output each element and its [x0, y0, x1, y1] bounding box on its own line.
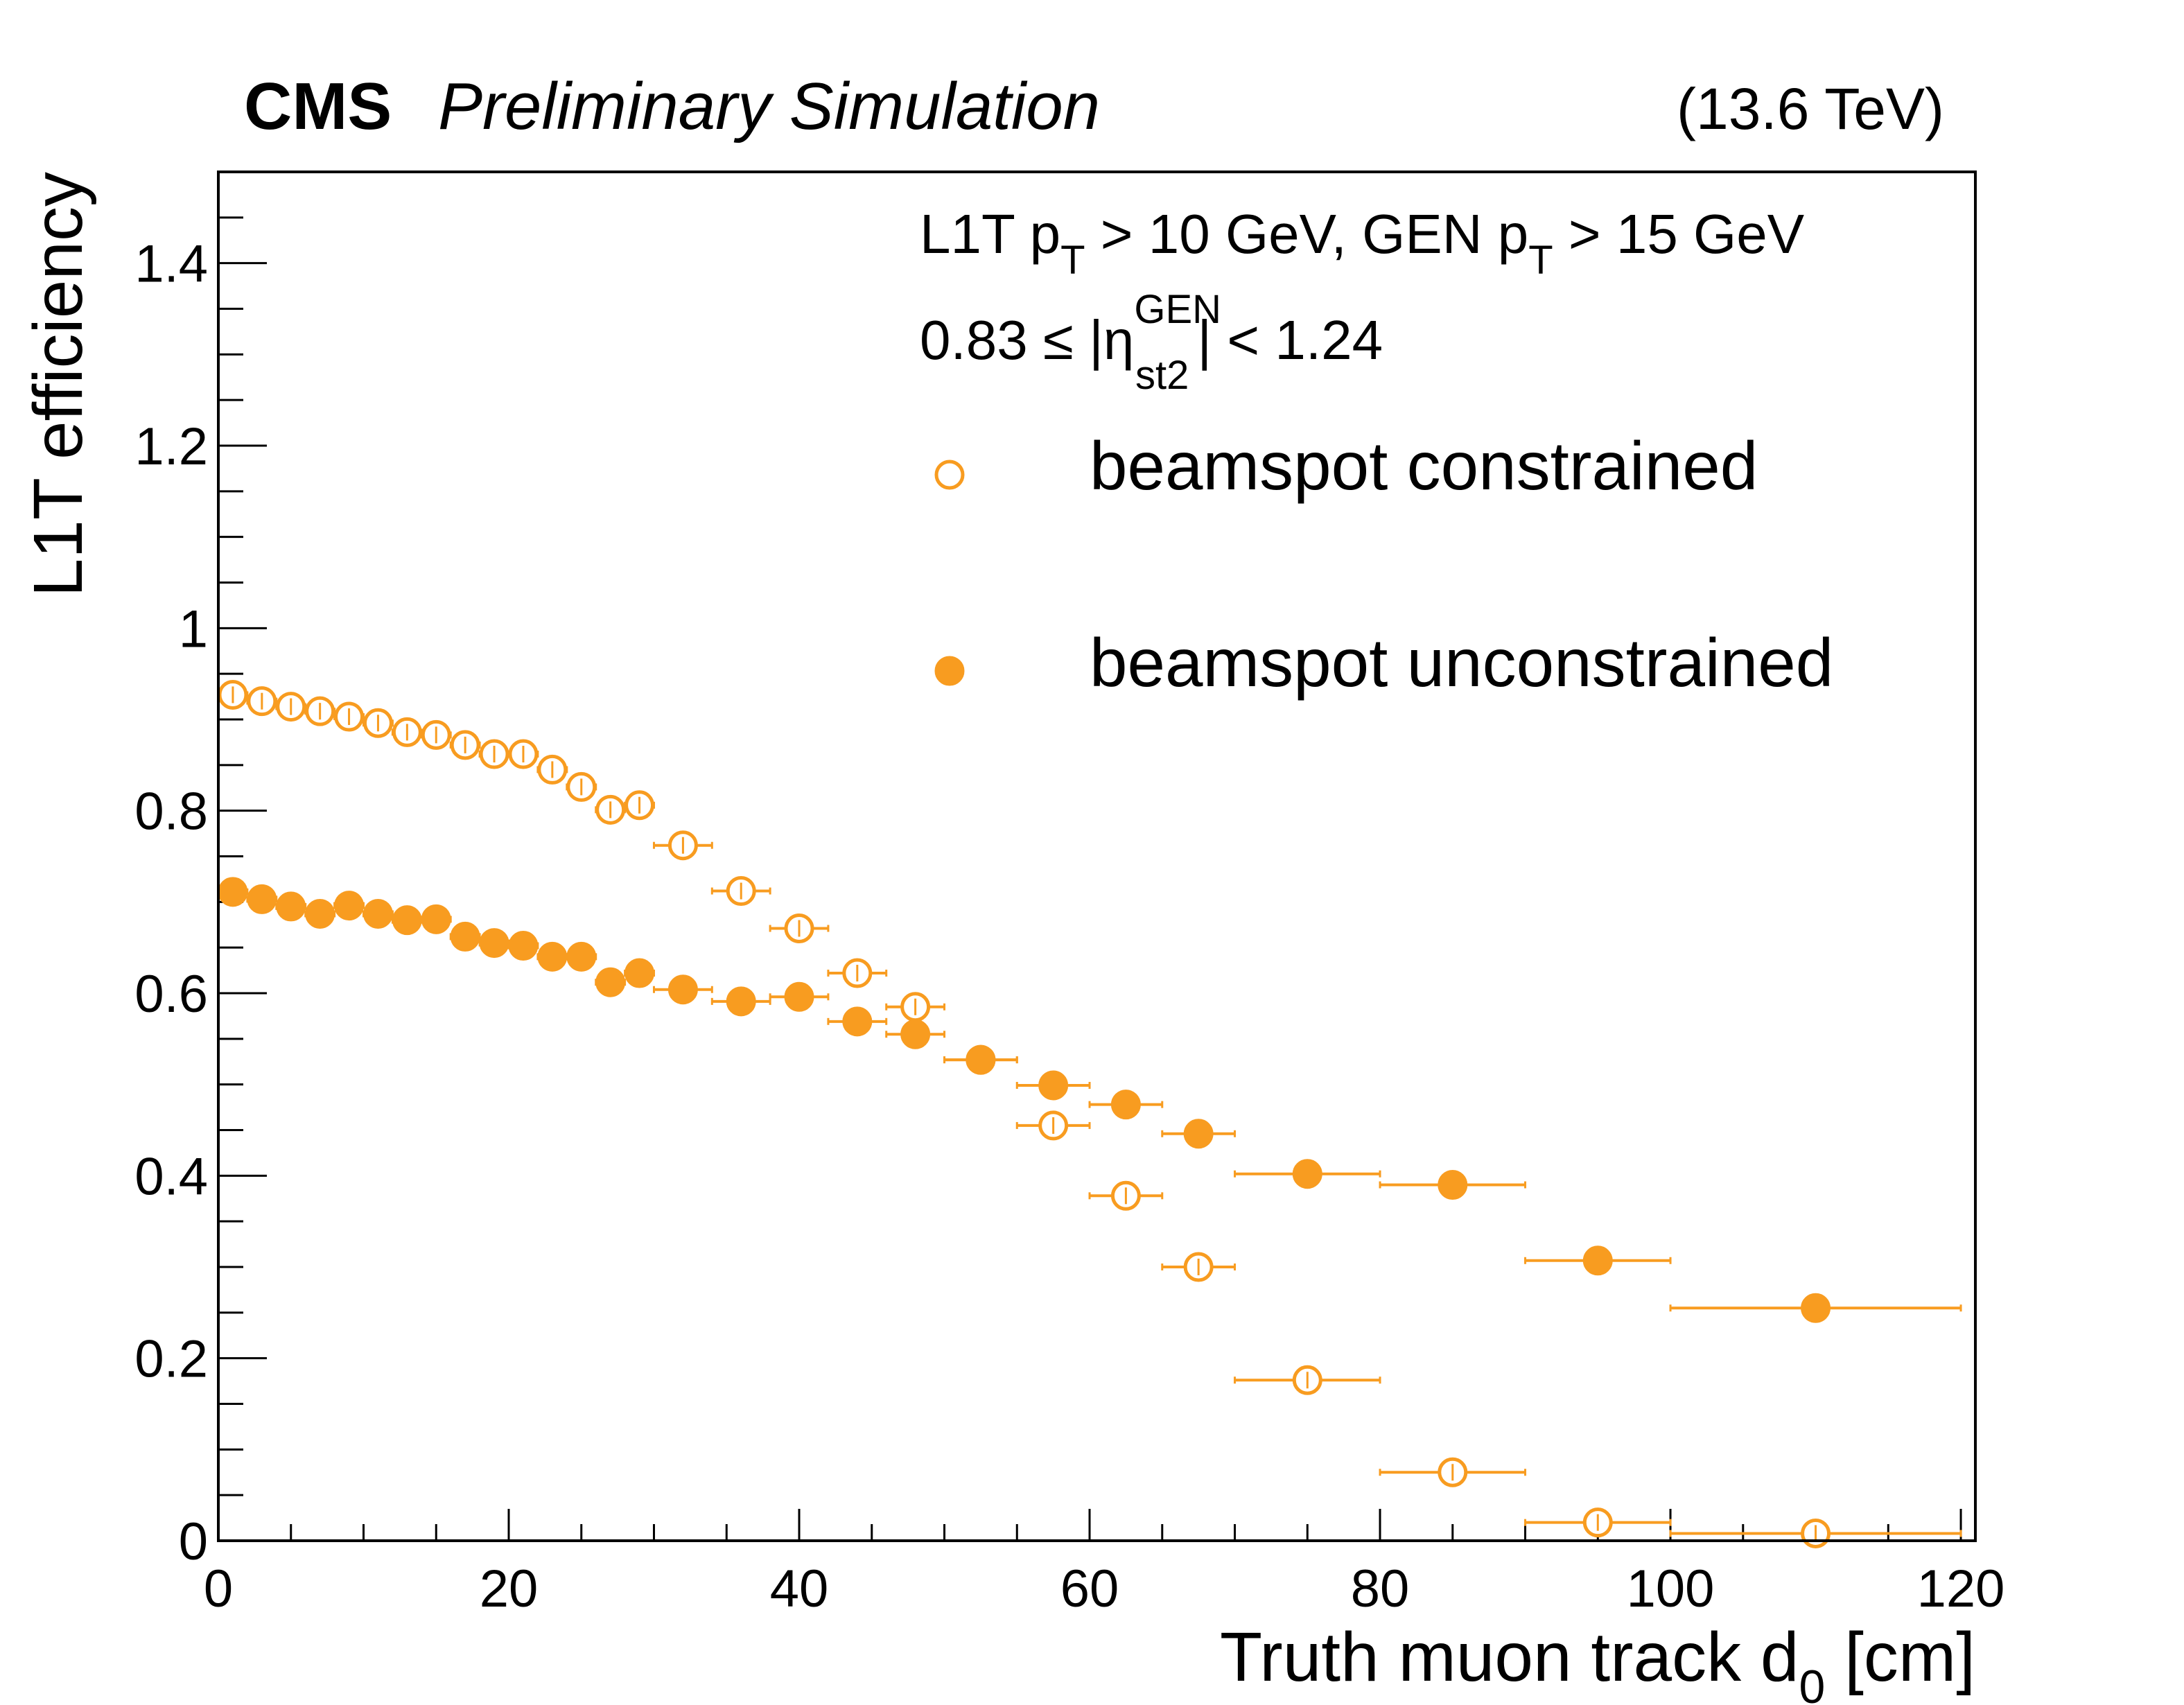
series-beamspot-unconstrained: [217, 877, 1962, 1323]
x-axis-title: Truth muon track d0 [cm]: [1220, 1618, 1975, 1705]
y-tick-label: 1.2: [134, 417, 208, 476]
data-point-filled: [1438, 1170, 1468, 1200]
data-point-filled: [218, 877, 248, 907]
data-point-filled: [421, 904, 451, 934]
data-point-filled: [305, 898, 335, 929]
data-point-filled: [966, 1044, 996, 1075]
y-tick-label: 0: [179, 1512, 208, 1571]
data-point-filled: [726, 986, 756, 1017]
data-point-filled: [1801, 1293, 1831, 1323]
data-point-filled: [566, 941, 597, 972]
x-axis-ticks: 0 20 40 60 80 100 120: [204, 1509, 2005, 1618]
legend-marker-open-circle: [934, 460, 965, 490]
x-tick-label: 60: [1060, 1559, 1119, 1618]
eta-range-annotation: 0.83 ≤ |ηGEN st2| < 1.24: [920, 287, 1383, 398]
data-point-filled: [784, 981, 814, 1012]
y-tick-label: 1.4: [134, 235, 208, 294]
selection-cut-annotation: L1T pT > 10 GeV, GEN pT > 15 GeV: [920, 203, 1805, 283]
data-point-filled: [392, 905, 422, 936]
data-point-filled: [247, 884, 277, 914]
data-point-filled: [842, 1006, 873, 1037]
series-beamspot-constrained: [217, 679, 1962, 1548]
y-tick-label: 0.4: [134, 1147, 208, 1206]
data-point-filled: [624, 958, 655, 988]
data-series-layer: [217, 679, 1962, 1548]
y-tick-label: 0.8: [134, 782, 208, 841]
plot-frame: [217, 170, 1977, 1542]
data-point-filled: [537, 941, 568, 972]
data-point-filled: [1038, 1070, 1069, 1101]
y-tick-label: 0.2: [134, 1330, 208, 1389]
data-point-filled: [1582, 1245, 1613, 1276]
data-point-filled: [362, 898, 393, 929]
legend-label-unconstrained: beamspot unconstrained: [1090, 624, 1833, 701]
y-axis-ticks: 0 0.2 0.4 0.6 0.8 1 1.2 1.4: [134, 170, 267, 1571]
legend-label-constrained: beamspot constrained: [1090, 428, 1758, 504]
data-point-filled: [667, 974, 698, 1005]
x-tick-label: 0: [204, 1559, 233, 1618]
data-point-filled: [276, 891, 306, 922]
data-point-filled: [595, 967, 626, 997]
data-point-filled: [479, 928, 509, 959]
y-axis-title: L1T efficiency: [19, 172, 97, 597]
y-tick-label: 0.6: [134, 965, 208, 1024]
status-label: Preliminary Simulation: [438, 69, 1100, 143]
experiment-label: CMS: [244, 69, 392, 143]
x-tick-label: 20: [480, 1559, 539, 1618]
data-point-filled: [1183, 1119, 1214, 1149]
data-point-filled: [450, 921, 480, 952]
x-tick-label: 80: [1351, 1559, 1410, 1618]
data-point-filled: [508, 931, 539, 961]
x-tick-label: 120: [1917, 1559, 2005, 1618]
legend: beamspot constrained beamspot unconstrai…: [934, 428, 1833, 701]
x-tick-label: 40: [770, 1559, 829, 1618]
legend-marker-filled-circle: [934, 656, 965, 686]
y-tick-label: 1: [179, 600, 208, 658]
data-point-filled: [334, 891, 365, 921]
x-tick-label: 100: [1627, 1559, 1715, 1618]
energy-label: (13.6 TeV): [1677, 76, 1944, 141]
data-point-filled: [900, 1019, 931, 1049]
data-point-filled: [1110, 1090, 1141, 1120]
data-point-filled: [1292, 1159, 1322, 1189]
